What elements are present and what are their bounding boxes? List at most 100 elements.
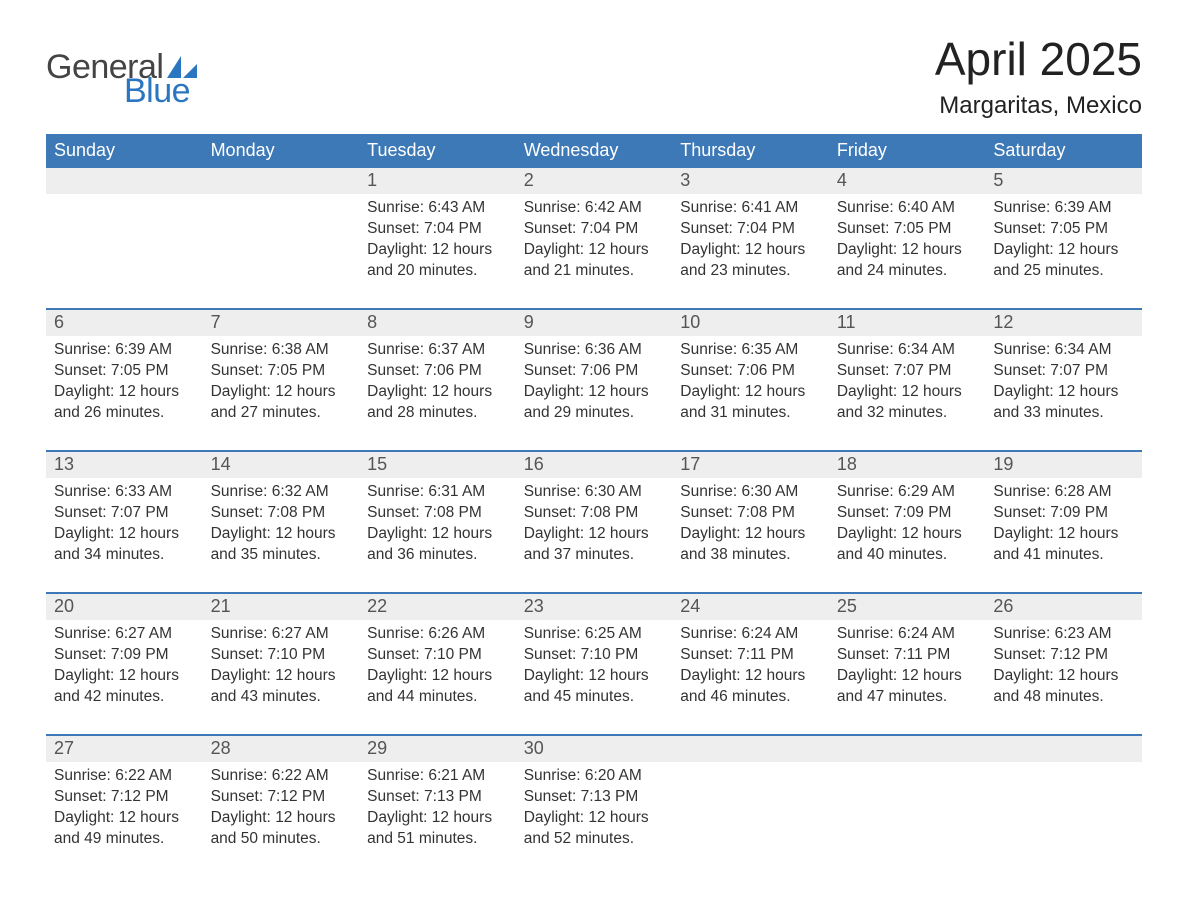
header: General Blue April 2025 Margaritas, Mexi… bbox=[46, 24, 1142, 134]
field-value: 6:20 AM bbox=[585, 767, 642, 784]
day-line: Daylight: 12 hours and 38 minutes. bbox=[680, 524, 821, 566]
field-value: 6:35 AM bbox=[741, 341, 798, 358]
day-line: Sunset: 7:10 PM bbox=[211, 645, 352, 666]
field-value: 6:23 AM bbox=[1055, 625, 1112, 642]
day-cell: Sunrise: 6:22 AMSunset: 7:12 PMDaylight:… bbox=[203, 762, 360, 858]
field-value: 7:11 PM bbox=[894, 646, 951, 663]
field-value: 6:21 AM bbox=[428, 767, 485, 784]
day-line: Sunrise: 6:31 AM bbox=[367, 482, 508, 503]
day-line: Sunset: 7:08 PM bbox=[211, 503, 352, 524]
field-label: Sunrise: bbox=[367, 625, 424, 642]
day-line: Sunset: 7:08 PM bbox=[680, 503, 821, 524]
day-line: Daylight: 12 hours and 51 minutes. bbox=[367, 808, 508, 850]
field-value: 7:08 PM bbox=[424, 504, 482, 521]
day-cell: Sunrise: 6:21 AMSunset: 7:13 PMDaylight:… bbox=[359, 762, 516, 858]
field-label: Daylight: bbox=[837, 383, 897, 400]
field-label: Sunset: bbox=[211, 646, 264, 663]
day-line: Sunset: 7:08 PM bbox=[524, 503, 665, 524]
field-value: 7:05 PM bbox=[111, 362, 169, 379]
field-label: Daylight: bbox=[993, 667, 1053, 684]
field-value: 7:05 PM bbox=[894, 220, 952, 237]
day-line: Sunrise: 6:25 AM bbox=[524, 624, 665, 645]
day-line: Sunset: 7:05 PM bbox=[837, 219, 978, 240]
field-value: 6:29 AM bbox=[898, 483, 955, 500]
day-number: 6 bbox=[46, 310, 203, 336]
day-number: 24 bbox=[672, 594, 829, 620]
day-number: 27 bbox=[46, 736, 203, 762]
field-value: 6:30 AM bbox=[741, 483, 798, 500]
day-number: 4 bbox=[829, 168, 986, 194]
day-line: Sunrise: 6:41 AM bbox=[680, 198, 821, 219]
field-label: Sunrise: bbox=[524, 625, 581, 642]
day-line: Sunrise: 6:29 AM bbox=[837, 482, 978, 503]
day-number bbox=[46, 168, 203, 194]
weeks-container: 12345Sunrise: 6:43 AMSunset: 7:04 PMDayl… bbox=[46, 168, 1142, 858]
field-value: 7:10 PM bbox=[424, 646, 482, 663]
field-label: Sunrise: bbox=[367, 767, 424, 784]
day-line: Daylight: 12 hours and 20 minutes. bbox=[367, 240, 508, 282]
field-label: Daylight: bbox=[680, 241, 740, 258]
day-cell bbox=[46, 194, 203, 290]
field-label: Sunset: bbox=[680, 504, 733, 521]
field-label: Sunrise: bbox=[993, 341, 1050, 358]
day-cell bbox=[672, 762, 829, 858]
field-label: Sunset: bbox=[211, 788, 264, 805]
day-line: Daylight: 12 hours and 27 minutes. bbox=[211, 382, 352, 424]
day-number: 5 bbox=[985, 168, 1142, 194]
field-label: Sunset: bbox=[54, 362, 107, 379]
weekday-header: Tuesday bbox=[359, 134, 516, 168]
field-label: Sunrise: bbox=[524, 767, 581, 784]
field-label: Daylight: bbox=[54, 383, 114, 400]
field-label: Sunrise: bbox=[680, 199, 737, 216]
field-value: 7:06 PM bbox=[737, 362, 795, 379]
day-line: Sunset: 7:11 PM bbox=[680, 645, 821, 666]
day-line: Sunrise: 6:23 AM bbox=[993, 624, 1134, 645]
field-label: Sunset: bbox=[524, 362, 577, 379]
day-cell: Sunrise: 6:32 AMSunset: 7:08 PMDaylight:… bbox=[203, 478, 360, 574]
field-value: 6:39 AM bbox=[1055, 199, 1112, 216]
day-line: Daylight: 12 hours and 43 minutes. bbox=[211, 666, 352, 708]
day-cell: Sunrise: 6:27 AMSunset: 7:10 PMDaylight:… bbox=[203, 620, 360, 716]
day-line: Sunrise: 6:40 AM bbox=[837, 198, 978, 219]
field-label: Sunrise: bbox=[524, 341, 581, 358]
field-value: 6:24 AM bbox=[898, 625, 955, 642]
daynum-row: 12345 bbox=[46, 168, 1142, 194]
field-value: 6:22 AM bbox=[115, 767, 172, 784]
day-line: Sunset: 7:09 PM bbox=[837, 503, 978, 524]
title-block: April 2025 Margaritas, Mexico bbox=[935, 24, 1142, 134]
field-value: 7:12 PM bbox=[1050, 646, 1108, 663]
field-label: Sunset: bbox=[524, 788, 577, 805]
day-line: Daylight: 12 hours and 47 minutes. bbox=[837, 666, 978, 708]
day-number: 8 bbox=[359, 310, 516, 336]
day-number: 15 bbox=[359, 452, 516, 478]
day-cell: Sunrise: 6:43 AMSunset: 7:04 PMDaylight:… bbox=[359, 194, 516, 290]
field-label: Daylight: bbox=[837, 241, 897, 258]
field-label: Daylight: bbox=[211, 383, 271, 400]
day-number: 19 bbox=[985, 452, 1142, 478]
day-line: Sunset: 7:12 PM bbox=[211, 787, 352, 808]
field-value: 7:08 PM bbox=[267, 504, 325, 521]
day-number: 11 bbox=[829, 310, 986, 336]
field-value: 6:30 AM bbox=[585, 483, 642, 500]
day-number: 16 bbox=[516, 452, 673, 478]
field-label: Sunrise: bbox=[211, 625, 268, 642]
day-line: Sunset: 7:13 PM bbox=[524, 787, 665, 808]
field-label: Sunrise: bbox=[524, 199, 581, 216]
day-number: 28 bbox=[203, 736, 360, 762]
day-line: Sunset: 7:10 PM bbox=[367, 645, 508, 666]
field-value: 7:08 PM bbox=[581, 504, 639, 521]
day-line: Sunset: 7:08 PM bbox=[367, 503, 508, 524]
field-label: Daylight: bbox=[54, 809, 114, 826]
day-line: Sunrise: 6:30 AM bbox=[680, 482, 821, 503]
field-value: 7:13 PM bbox=[424, 788, 482, 805]
day-number: 21 bbox=[203, 594, 360, 620]
field-label: Sunset: bbox=[837, 504, 890, 521]
day-line: Sunset: 7:05 PM bbox=[54, 361, 195, 382]
calendar: SundayMondayTuesdayWednesdayThursdayFrid… bbox=[46, 134, 1142, 858]
weekday-header-row: SundayMondayTuesdayWednesdayThursdayFrid… bbox=[46, 134, 1142, 168]
field-label: Sunset: bbox=[54, 788, 107, 805]
day-number: 18 bbox=[829, 452, 986, 478]
day-cell bbox=[203, 194, 360, 290]
daynum-row: 6789101112 bbox=[46, 310, 1142, 336]
field-label: Sunset: bbox=[367, 504, 420, 521]
